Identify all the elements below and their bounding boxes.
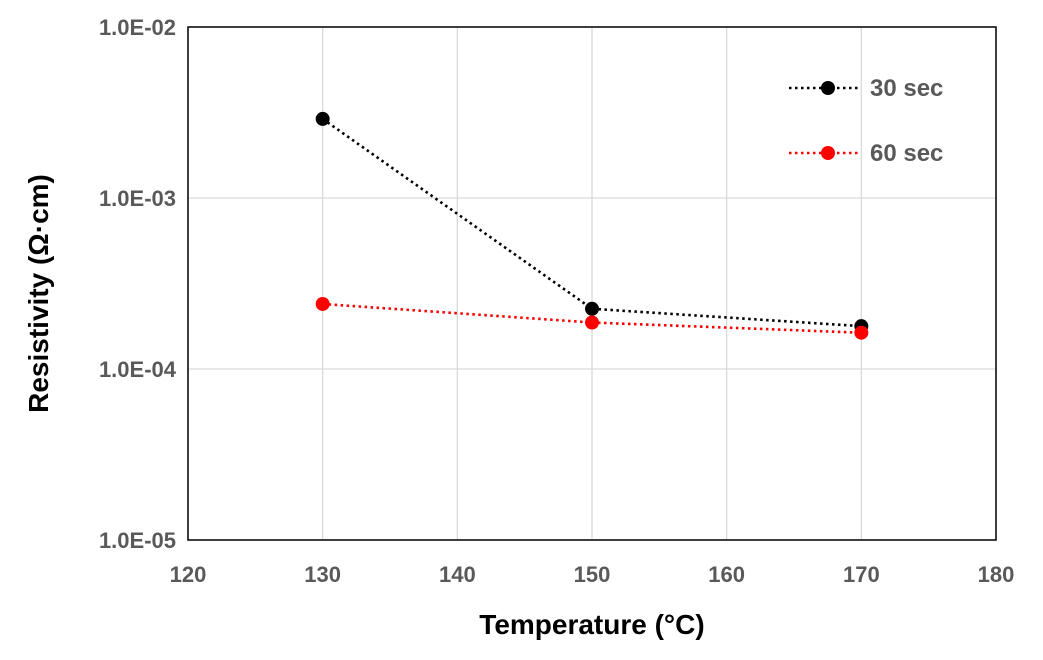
legend-label: 30 sec <box>870 75 943 102</box>
legend: 30 sec 60 sec <box>789 75 943 167</box>
x-tick-label: 120 <box>170 562 207 587</box>
legend-marker <box>821 146 835 160</box>
x-tick-label: 170 <box>843 562 880 587</box>
y-tick-label: 1.0E-02 <box>99 15 176 40</box>
series-line-1 <box>321 117 862 328</box>
legend-marker <box>821 81 835 95</box>
y-axis-ticks: 1.0E-05 1.0E-04 1.0E-03 1.0E-02 <box>99 15 177 553</box>
plot-area-frame <box>187 26 997 541</box>
y-tick-label: 1.0E-04 <box>99 357 177 382</box>
x-axis-ticks: 120 130 140 150 160 170 180 <box>170 562 1015 587</box>
x-tick-label: 180 <box>978 562 1015 587</box>
y-tick-label: 1.0E-03 <box>99 186 176 211</box>
y-axis-title: Resistivity (Ω·cm) <box>23 174 54 413</box>
x-tick-label: 160 <box>708 562 745 587</box>
x-axis-title: Temperature (°C) <box>479 609 704 640</box>
data-point <box>315 111 330 126</box>
data-point <box>854 325 869 340</box>
data-point <box>585 315 599 330</box>
gridlines <box>187 26 997 541</box>
legend-label: 60 sec <box>870 140 943 167</box>
data-point <box>585 301 599 316</box>
series-group <box>315 111 869 340</box>
y-tick-label: 1.0E-05 <box>99 528 176 553</box>
x-tick-label: 140 <box>439 562 476 587</box>
data-point <box>315 296 330 311</box>
x-tick-label: 150 <box>574 562 611 587</box>
x-tick-label: 130 <box>304 562 341 587</box>
